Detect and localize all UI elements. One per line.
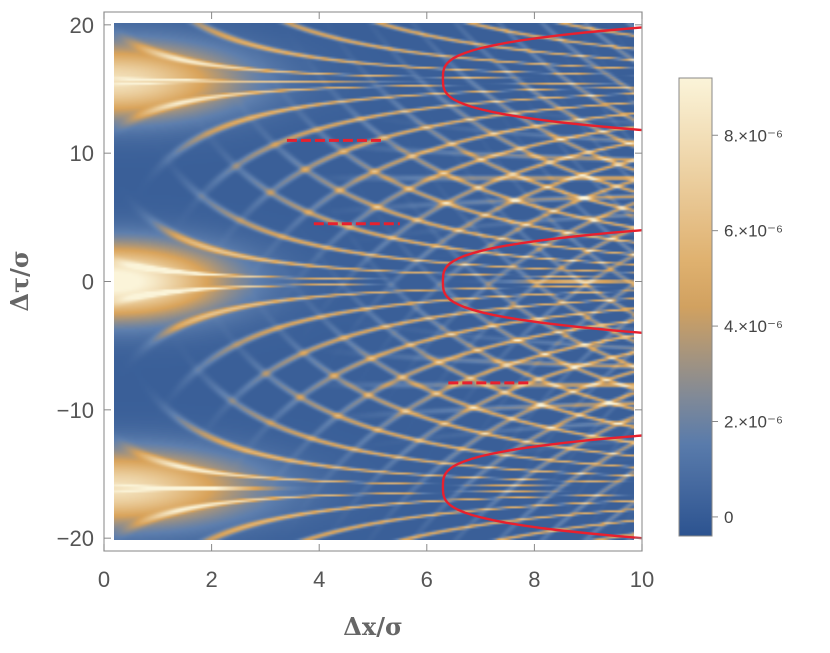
y-tick-label: 20: [70, 13, 94, 38]
contour-u-curve-1: [441, 26, 642, 132]
contour-lines: [286, 26, 642, 540]
heatmap-raster: [114, 23, 634, 540]
colorbar-tick-label: 2.×10⁻⁶: [724, 413, 783, 432]
colorbar-frame: [678, 77, 713, 537]
x-tick-label: 10: [630, 567, 654, 592]
colorbar-tick-label: 0: [724, 508, 733, 527]
y-tick-label: 0: [82, 270, 94, 295]
x-tick-label: 0: [98, 567, 110, 592]
x-tick-label: 8: [528, 567, 540, 592]
y-axis: 20 10 0 −10 −20: [57, 13, 642, 551]
colorbar-tick-label: 4.×10⁻⁶: [724, 317, 783, 336]
x-tick-label: 6: [421, 567, 433, 592]
colorbar-ticks: 0 2.×10⁻⁶ 4.×10⁻⁶ 6.×10⁻⁶ 8.×10⁻⁶: [712, 126, 783, 527]
y-axis-title: Δτ/σ: [5, 250, 34, 311]
colorbar-tick-label: 6.×10⁻⁶: [724, 222, 783, 241]
x-tick-label: 4: [313, 567, 325, 592]
plot-area: [103, 11, 643, 552]
y-tick-label: −20: [57, 526, 94, 551]
colorbar-tick-label: 8.×10⁻⁶: [724, 126, 783, 145]
colorbar-fill: [679, 78, 712, 536]
x-tick-label: 2: [205, 567, 217, 592]
x-axis-title: Δx/σ: [343, 612, 402, 641]
contour-u-curve-3: [441, 434, 642, 540]
y-tick-label: −10: [57, 398, 94, 423]
contour-u-curve-2: [441, 229, 642, 334]
x-axis: 0 2 4 6 8 10: [98, 12, 654, 592]
colorbar: 0 2.×10⁻⁶ 4.×10⁻⁶ 6.×10⁻⁶ 8.×10⁻⁶: [678, 77, 783, 537]
y-tick-label: 10: [70, 141, 94, 166]
